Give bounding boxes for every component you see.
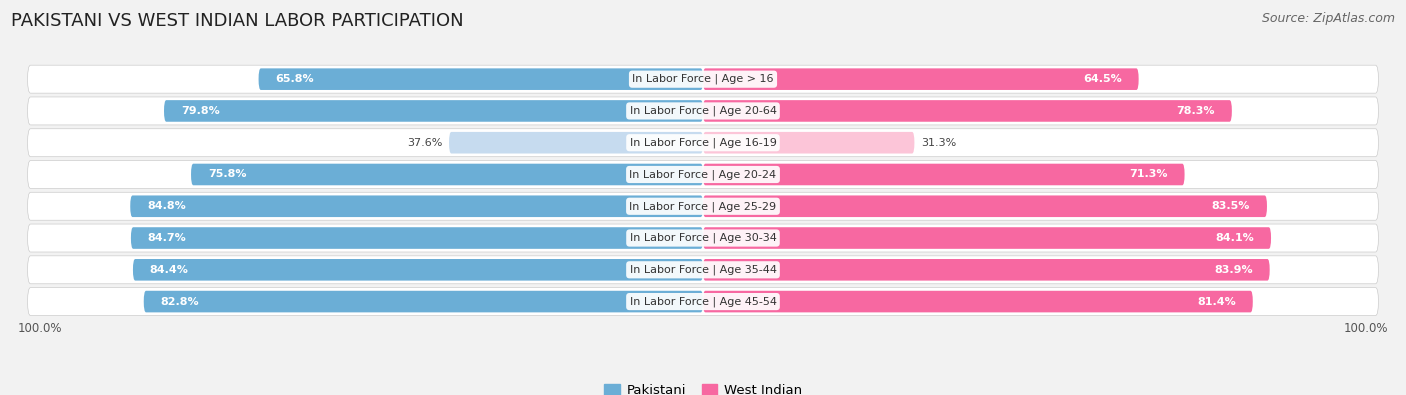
FancyBboxPatch shape bbox=[28, 160, 1378, 188]
FancyBboxPatch shape bbox=[703, 100, 1232, 122]
FancyBboxPatch shape bbox=[28, 256, 1378, 284]
Text: In Labor Force | Age 30-34: In Labor Force | Age 30-34 bbox=[630, 233, 776, 243]
FancyBboxPatch shape bbox=[134, 259, 703, 280]
FancyBboxPatch shape bbox=[259, 68, 703, 90]
FancyBboxPatch shape bbox=[131, 227, 703, 249]
Text: In Labor Force | Age 45-54: In Labor Force | Age 45-54 bbox=[630, 296, 776, 307]
Text: In Labor Force | Age 20-24: In Labor Force | Age 20-24 bbox=[630, 169, 776, 180]
FancyBboxPatch shape bbox=[449, 132, 703, 154]
Text: 84.1%: 84.1% bbox=[1215, 233, 1254, 243]
FancyBboxPatch shape bbox=[131, 196, 703, 217]
FancyBboxPatch shape bbox=[28, 288, 1378, 316]
Text: 37.6%: 37.6% bbox=[406, 138, 443, 148]
FancyBboxPatch shape bbox=[28, 192, 1378, 220]
Text: 71.3%: 71.3% bbox=[1129, 169, 1168, 179]
Text: In Labor Force | Age 20-64: In Labor Force | Age 20-64 bbox=[630, 106, 776, 116]
FancyBboxPatch shape bbox=[28, 97, 1378, 125]
Text: 75.8%: 75.8% bbox=[208, 169, 246, 179]
Text: 31.3%: 31.3% bbox=[921, 138, 956, 148]
Text: 64.5%: 64.5% bbox=[1083, 74, 1122, 84]
FancyBboxPatch shape bbox=[165, 100, 703, 122]
Text: 84.4%: 84.4% bbox=[150, 265, 188, 275]
Text: 65.8%: 65.8% bbox=[276, 74, 314, 84]
Text: 83.9%: 83.9% bbox=[1215, 265, 1253, 275]
FancyBboxPatch shape bbox=[703, 132, 914, 154]
Text: 100.0%: 100.0% bbox=[17, 322, 62, 335]
Text: 82.8%: 82.8% bbox=[160, 297, 200, 307]
FancyBboxPatch shape bbox=[703, 196, 1267, 217]
FancyBboxPatch shape bbox=[28, 65, 1378, 93]
FancyBboxPatch shape bbox=[28, 224, 1378, 252]
Legend: Pakistani, West Indian: Pakistani, West Indian bbox=[603, 384, 803, 395]
Text: 84.7%: 84.7% bbox=[148, 233, 187, 243]
Text: Source: ZipAtlas.com: Source: ZipAtlas.com bbox=[1261, 12, 1395, 25]
Text: In Labor Force | Age > 16: In Labor Force | Age > 16 bbox=[633, 74, 773, 85]
FancyBboxPatch shape bbox=[191, 164, 703, 185]
FancyBboxPatch shape bbox=[703, 68, 1139, 90]
Text: 84.8%: 84.8% bbox=[148, 201, 186, 211]
FancyBboxPatch shape bbox=[703, 164, 1185, 185]
Text: 83.5%: 83.5% bbox=[1212, 201, 1250, 211]
FancyBboxPatch shape bbox=[703, 291, 1253, 312]
FancyBboxPatch shape bbox=[143, 291, 703, 312]
Text: 78.3%: 78.3% bbox=[1177, 106, 1215, 116]
Text: In Labor Force | Age 25-29: In Labor Force | Age 25-29 bbox=[630, 201, 776, 211]
Text: 81.4%: 81.4% bbox=[1197, 297, 1236, 307]
FancyBboxPatch shape bbox=[703, 227, 1271, 249]
Text: In Labor Force | Age 16-19: In Labor Force | Age 16-19 bbox=[630, 137, 776, 148]
Text: 79.8%: 79.8% bbox=[181, 106, 219, 116]
Text: In Labor Force | Age 35-44: In Labor Force | Age 35-44 bbox=[630, 265, 776, 275]
FancyBboxPatch shape bbox=[703, 259, 1270, 280]
Text: 100.0%: 100.0% bbox=[1344, 322, 1389, 335]
Text: PAKISTANI VS WEST INDIAN LABOR PARTICIPATION: PAKISTANI VS WEST INDIAN LABOR PARTICIPA… bbox=[11, 12, 464, 30]
FancyBboxPatch shape bbox=[28, 129, 1378, 157]
